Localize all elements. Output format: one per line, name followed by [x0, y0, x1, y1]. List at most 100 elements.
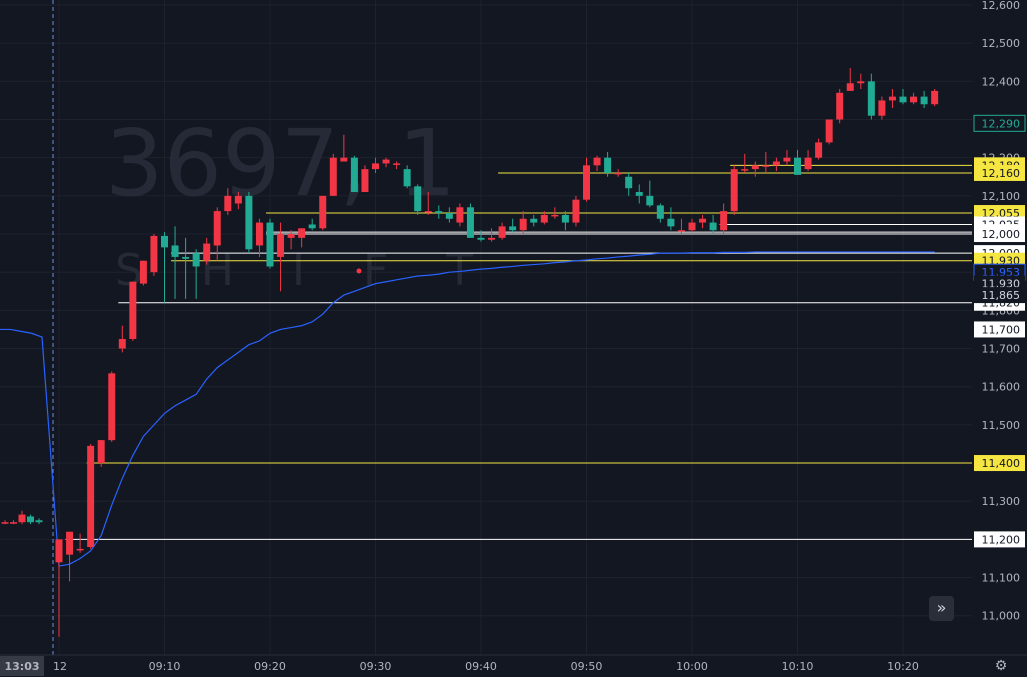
candle-body	[414, 186, 422, 212]
candle-body	[129, 281, 137, 339]
candle-body	[266, 222, 274, 267]
candle-body	[456, 207, 464, 223]
candle-body	[329, 157, 337, 196]
candle-body	[277, 234, 285, 257]
candle-body	[741, 169, 749, 171]
candle-body	[171, 245, 179, 257]
candle-body	[867, 81, 875, 116]
candle-body	[857, 81, 865, 84]
x-tick-label: 09:30	[360, 660, 392, 673]
y-tick-label: 11,500	[982, 419, 1021, 432]
candle-body	[762, 165, 770, 167]
candle-body	[836, 92, 844, 120]
candle-body	[604, 157, 612, 173]
candle-body	[498, 226, 506, 238]
candle-body	[27, 516, 34, 523]
candle-body	[910, 96, 918, 103]
candle-body	[667, 218, 675, 227]
candle-body	[245, 195, 253, 250]
candle-body	[287, 234, 295, 238]
candle-body	[477, 237, 485, 240]
candle-body	[878, 100, 886, 116]
candle-body	[593, 157, 601, 166]
candle-body	[899, 96, 907, 103]
candle-body	[213, 211, 221, 246]
candle-body	[709, 222, 717, 231]
candle-body	[10, 522, 17, 524]
y-tick-label: 11,000	[982, 610, 1021, 623]
candle-body	[298, 228, 306, 238]
candle-body	[1, 522, 9, 524]
candle-body	[35, 520, 43, 523]
candle-body	[583, 165, 590, 200]
candle-body	[435, 211, 443, 214]
candle-body	[825, 119, 833, 143]
candle-body	[87, 445, 95, 548]
candle-body	[445, 213, 453, 219]
candle-body	[224, 195, 232, 212]
level-badge	[974, 164, 1025, 181]
candle-body	[340, 157, 348, 162]
y-axis[interactable]: 11,000 11,100 11,200 11,300 11,400 11,500 11,6…	[972, 0, 1027, 677]
x-axis[interactable]: 12 09:10 09:20 09:30 09:40 09:50 10:00 10:10 10:…	[0, 654, 1027, 677]
level-label: 12,000	[982, 228, 1021, 241]
candle-body	[561, 214, 569, 223]
level-label: 11,200	[982, 533, 1021, 546]
candle-body	[424, 211, 432, 213]
candle-body	[804, 157, 812, 170]
candle-body	[530, 218, 538, 223]
level-badge	[974, 531, 1025, 548]
candle-body	[350, 157, 358, 193]
candle-body	[920, 96, 928, 105]
candle-body	[540, 214, 548, 223]
candle-body	[203, 243, 211, 261]
candle-body	[308, 224, 316, 229]
x-axis-background	[0, 655, 1027, 677]
candle-body	[372, 163, 379, 170]
y-tick-label: 11,700	[982, 343, 1021, 356]
candle-body	[488, 237, 496, 240]
candle-body	[646, 195, 654, 206]
level-badge	[974, 455, 1025, 472]
candle-body	[66, 531, 74, 555]
candles	[1, 67, 939, 637]
y-axis-background	[972, 0, 1027, 677]
candle-body	[361, 169, 369, 193]
last-price-badge	[973, 114, 1026, 132]
candle-body	[182, 256, 190, 259]
level-badge	[974, 287, 1025, 304]
candle-body	[699, 218, 707, 223]
candle-body	[551, 214, 559, 217]
scroll-to-realtime-button[interactable]: »	[929, 596, 954, 621]
candle-body	[688, 222, 696, 231]
candle-body	[730, 169, 738, 212]
x-tick-label: 12	[53, 660, 67, 673]
x-tick-label: 10:00	[676, 660, 708, 673]
candle-body	[625, 176, 633, 189]
candle-body	[150, 235, 158, 273]
candle-body	[118, 338, 126, 349]
session-marker-label: 13:03	[4, 660, 39, 673]
candle-body	[382, 159, 390, 164]
y-tick-label: 11,300	[982, 495, 1021, 508]
marker-dot	[356, 268, 362, 274]
candle-body	[97, 440, 105, 464]
candle-body	[931, 90, 939, 105]
level-label: 11,865	[982, 289, 1021, 302]
candle-body	[772, 161, 780, 166]
y-tick-label: 12,100	[982, 190, 1021, 203]
candle-body	[393, 163, 401, 165]
candle-body	[572, 199, 580, 223]
candle-body	[139, 260, 147, 284]
x-tick-label: 09:50	[571, 660, 603, 673]
x-tick-label: 09:20	[254, 660, 286, 673]
candle-body	[509, 226, 517, 231]
level-badge	[974, 321, 1025, 338]
y-tick-label: 11,600	[982, 381, 1021, 394]
gear-icon[interactable]: ⚙	[994, 658, 1008, 674]
candle-body	[635, 192, 643, 196]
candle-body	[614, 172, 622, 175]
vwap-line	[0, 251, 935, 567]
